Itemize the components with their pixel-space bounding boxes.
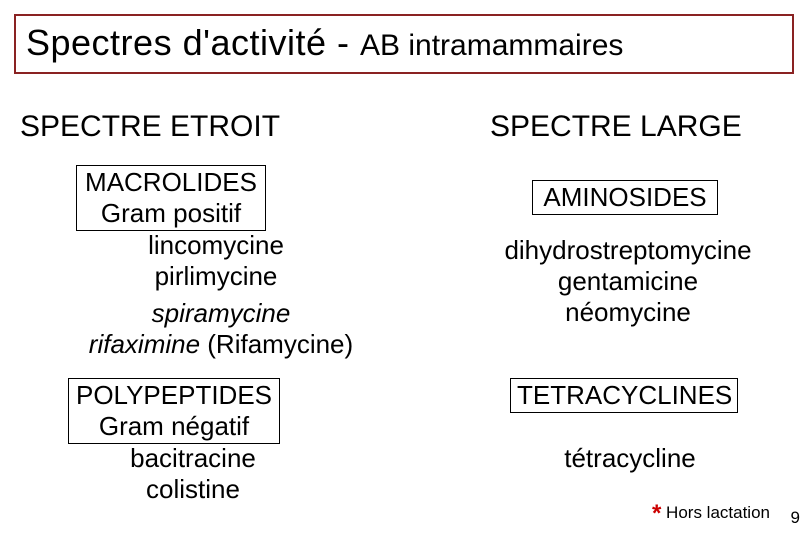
list-item: pirlimycine: [76, 261, 356, 292]
macrolides-title-1: MACROLIDES: [83, 167, 259, 198]
polypeptides-title-1: POLYPEPTIDES: [75, 380, 273, 411]
footnote-star: *: [652, 500, 661, 527]
aminosides-title: AMINOSIDES: [539, 182, 711, 213]
aminosides-group-box: AMINOSIDES: [532, 180, 718, 215]
polypeptides-group-box: POLYPEPTIDES Gram négatif: [68, 378, 280, 444]
tetracyclines-title: TETRACYCLINES: [517, 380, 731, 411]
macrolides-items: lincomycine pirlimycine: [76, 230, 356, 292]
aminosides-items: dihydrostreptomycine gentamicine néomyci…: [478, 235, 778, 329]
macrolides-title-2: Gram positif: [83, 198, 259, 229]
polypeptides-items: bacitracine colistine: [68, 443, 318, 505]
list-item: tétracycline: [510, 443, 750, 474]
tetracyclines-group-box: TETRACYCLINES: [510, 378, 738, 413]
page-number: 9: [791, 508, 800, 528]
list-item: lincomycine: [76, 230, 356, 261]
rifaximine-note: (Rifamycine): [200, 329, 353, 359]
macrolides-italic-items: spiramycine rifaximine (Rifamycine): [76, 298, 366, 360]
macrolides-group-box: MACROLIDES Gram positif: [76, 165, 266, 231]
list-item: spiramycine: [76, 298, 366, 329]
list-item: colistine: [68, 474, 318, 505]
right-column-header: SPECTRE LARGE: [490, 110, 742, 144]
slide-title-main: Spectres d'activité -: [26, 22, 360, 63]
footnote-text: Hors lactation: [661, 503, 770, 522]
polypeptides-title-2: Gram négatif: [75, 411, 273, 442]
footnote: * Hors lactation: [652, 500, 770, 528]
slide-title-box: Spectres d'activité - AB intramammaires: [14, 14, 794, 74]
tetracyclines-items: tétracycline: [510, 443, 750, 474]
list-item: rifaximine (Rifamycine): [76, 329, 366, 360]
list-item: bacitracine: [68, 443, 318, 474]
slide-title-sub: AB intramammaires: [360, 29, 623, 62]
list-item: gentamicine: [478, 266, 778, 297]
list-item: dihydrostreptomycine: [478, 235, 778, 266]
list-item: néomycine: [478, 297, 778, 328]
left-column-header: SPECTRE ETROIT: [20, 110, 280, 144]
